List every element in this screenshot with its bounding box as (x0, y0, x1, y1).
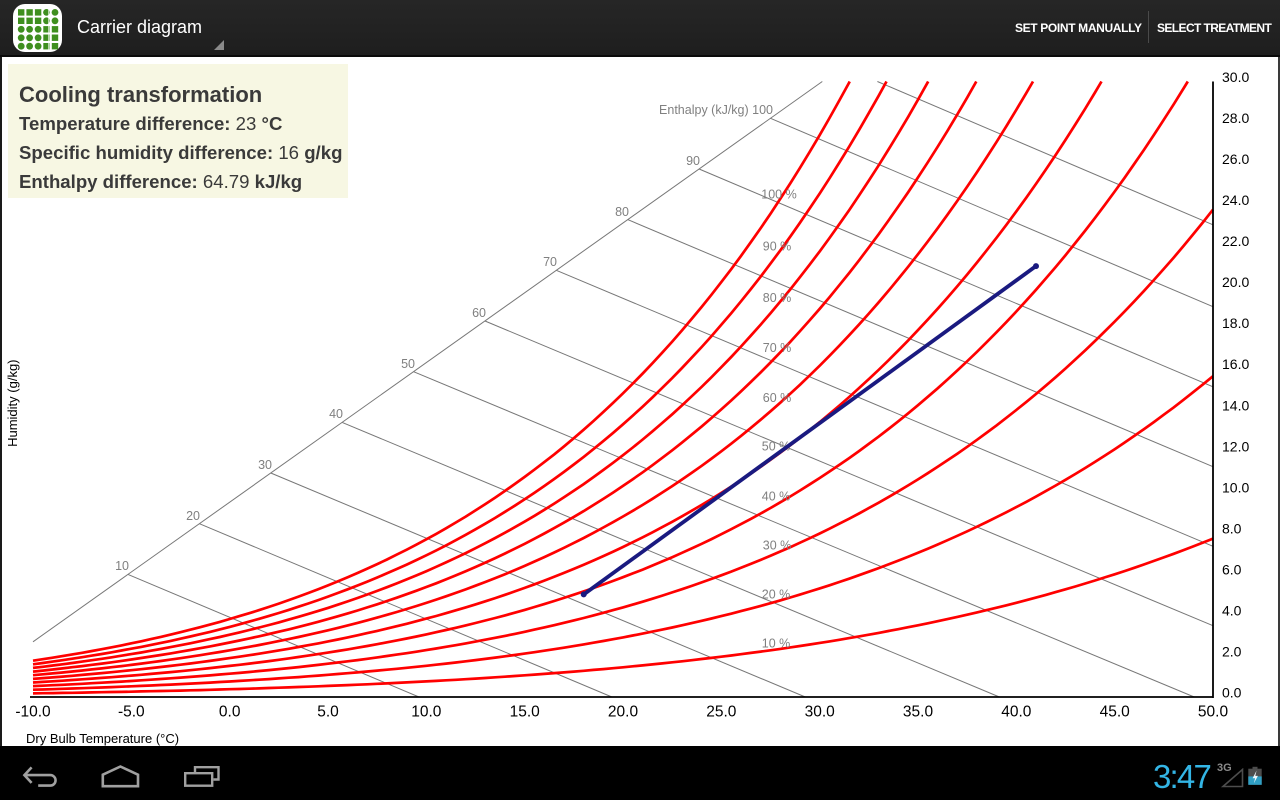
svg-text:16.0: 16.0 (1222, 356, 1249, 372)
svg-text:6.0: 6.0 (1222, 561, 1242, 577)
svg-text:25.0: 25.0 (706, 704, 737, 721)
svg-text:10 %: 10 % (762, 637, 791, 651)
svg-text:10.0: 10.0 (411, 704, 442, 721)
svg-text:18.0: 18.0 (1222, 315, 1249, 331)
svg-text:14.0: 14.0 (1222, 397, 1249, 413)
svg-text:45.0: 45.0 (1100, 704, 1131, 721)
svg-text:40: 40 (329, 407, 343, 421)
svg-text:30.0: 30.0 (805, 704, 836, 721)
svg-text:70 %: 70 % (763, 341, 792, 355)
svg-text:Humidity (g/kg): Humidity (g/kg) (5, 359, 20, 446)
svg-text:24.0: 24.0 (1222, 192, 1249, 208)
svg-text:12.0: 12.0 (1222, 438, 1249, 454)
svg-text:-10.0: -10.0 (15, 704, 51, 721)
svg-text:20.0: 20.0 (1222, 274, 1249, 290)
svg-text:28.0: 28.0 (1222, 110, 1249, 126)
svg-text:5.0: 5.0 (317, 704, 339, 721)
svg-text:15.0: 15.0 (510, 704, 541, 721)
svg-text:40.0: 40.0 (1001, 704, 1032, 721)
svg-text:50.0: 50.0 (1198, 704, 1229, 721)
svg-text:10.0: 10.0 (1222, 479, 1249, 495)
svg-text:4.0: 4.0 (1222, 602, 1242, 618)
svg-text:2.0: 2.0 (1222, 644, 1242, 660)
svg-text:50: 50 (401, 357, 415, 371)
svg-text:20 %: 20 % (762, 588, 791, 602)
svg-text:80: 80 (615, 205, 629, 219)
svg-text:90 %: 90 % (763, 240, 792, 254)
svg-text:30 %: 30 % (763, 539, 792, 553)
svg-text:Enthalpy (kJ/kg) 100: Enthalpy (kJ/kg) 100 (659, 103, 773, 117)
svg-text:20: 20 (186, 509, 200, 523)
svg-text:30: 30 (258, 458, 272, 472)
svg-text:20.0: 20.0 (608, 704, 639, 721)
svg-text:40 %: 40 % (762, 490, 791, 504)
svg-text:60: 60 (472, 306, 486, 320)
svg-text:26.0: 26.0 (1222, 151, 1249, 167)
svg-text:90: 90 (686, 154, 700, 168)
svg-text:Dry Bulb Temperature (°C): Dry Bulb Temperature (°C) (26, 731, 179, 746)
svg-text:60 %: 60 % (763, 391, 792, 405)
svg-text:22.0: 22.0 (1222, 233, 1249, 249)
svg-text:100 %: 100 % (761, 188, 796, 202)
svg-text:0.0: 0.0 (1222, 685, 1242, 701)
svg-text:70: 70 (543, 255, 557, 269)
svg-text:0.0: 0.0 (219, 704, 241, 721)
svg-text:80 %: 80 % (763, 291, 792, 305)
svg-text:35.0: 35.0 (903, 704, 934, 721)
svg-text:-5.0: -5.0 (118, 704, 145, 721)
svg-text:30.0: 30.0 (1222, 69, 1249, 85)
svg-text:10: 10 (115, 559, 129, 573)
svg-text:8.0: 8.0 (1222, 520, 1242, 536)
